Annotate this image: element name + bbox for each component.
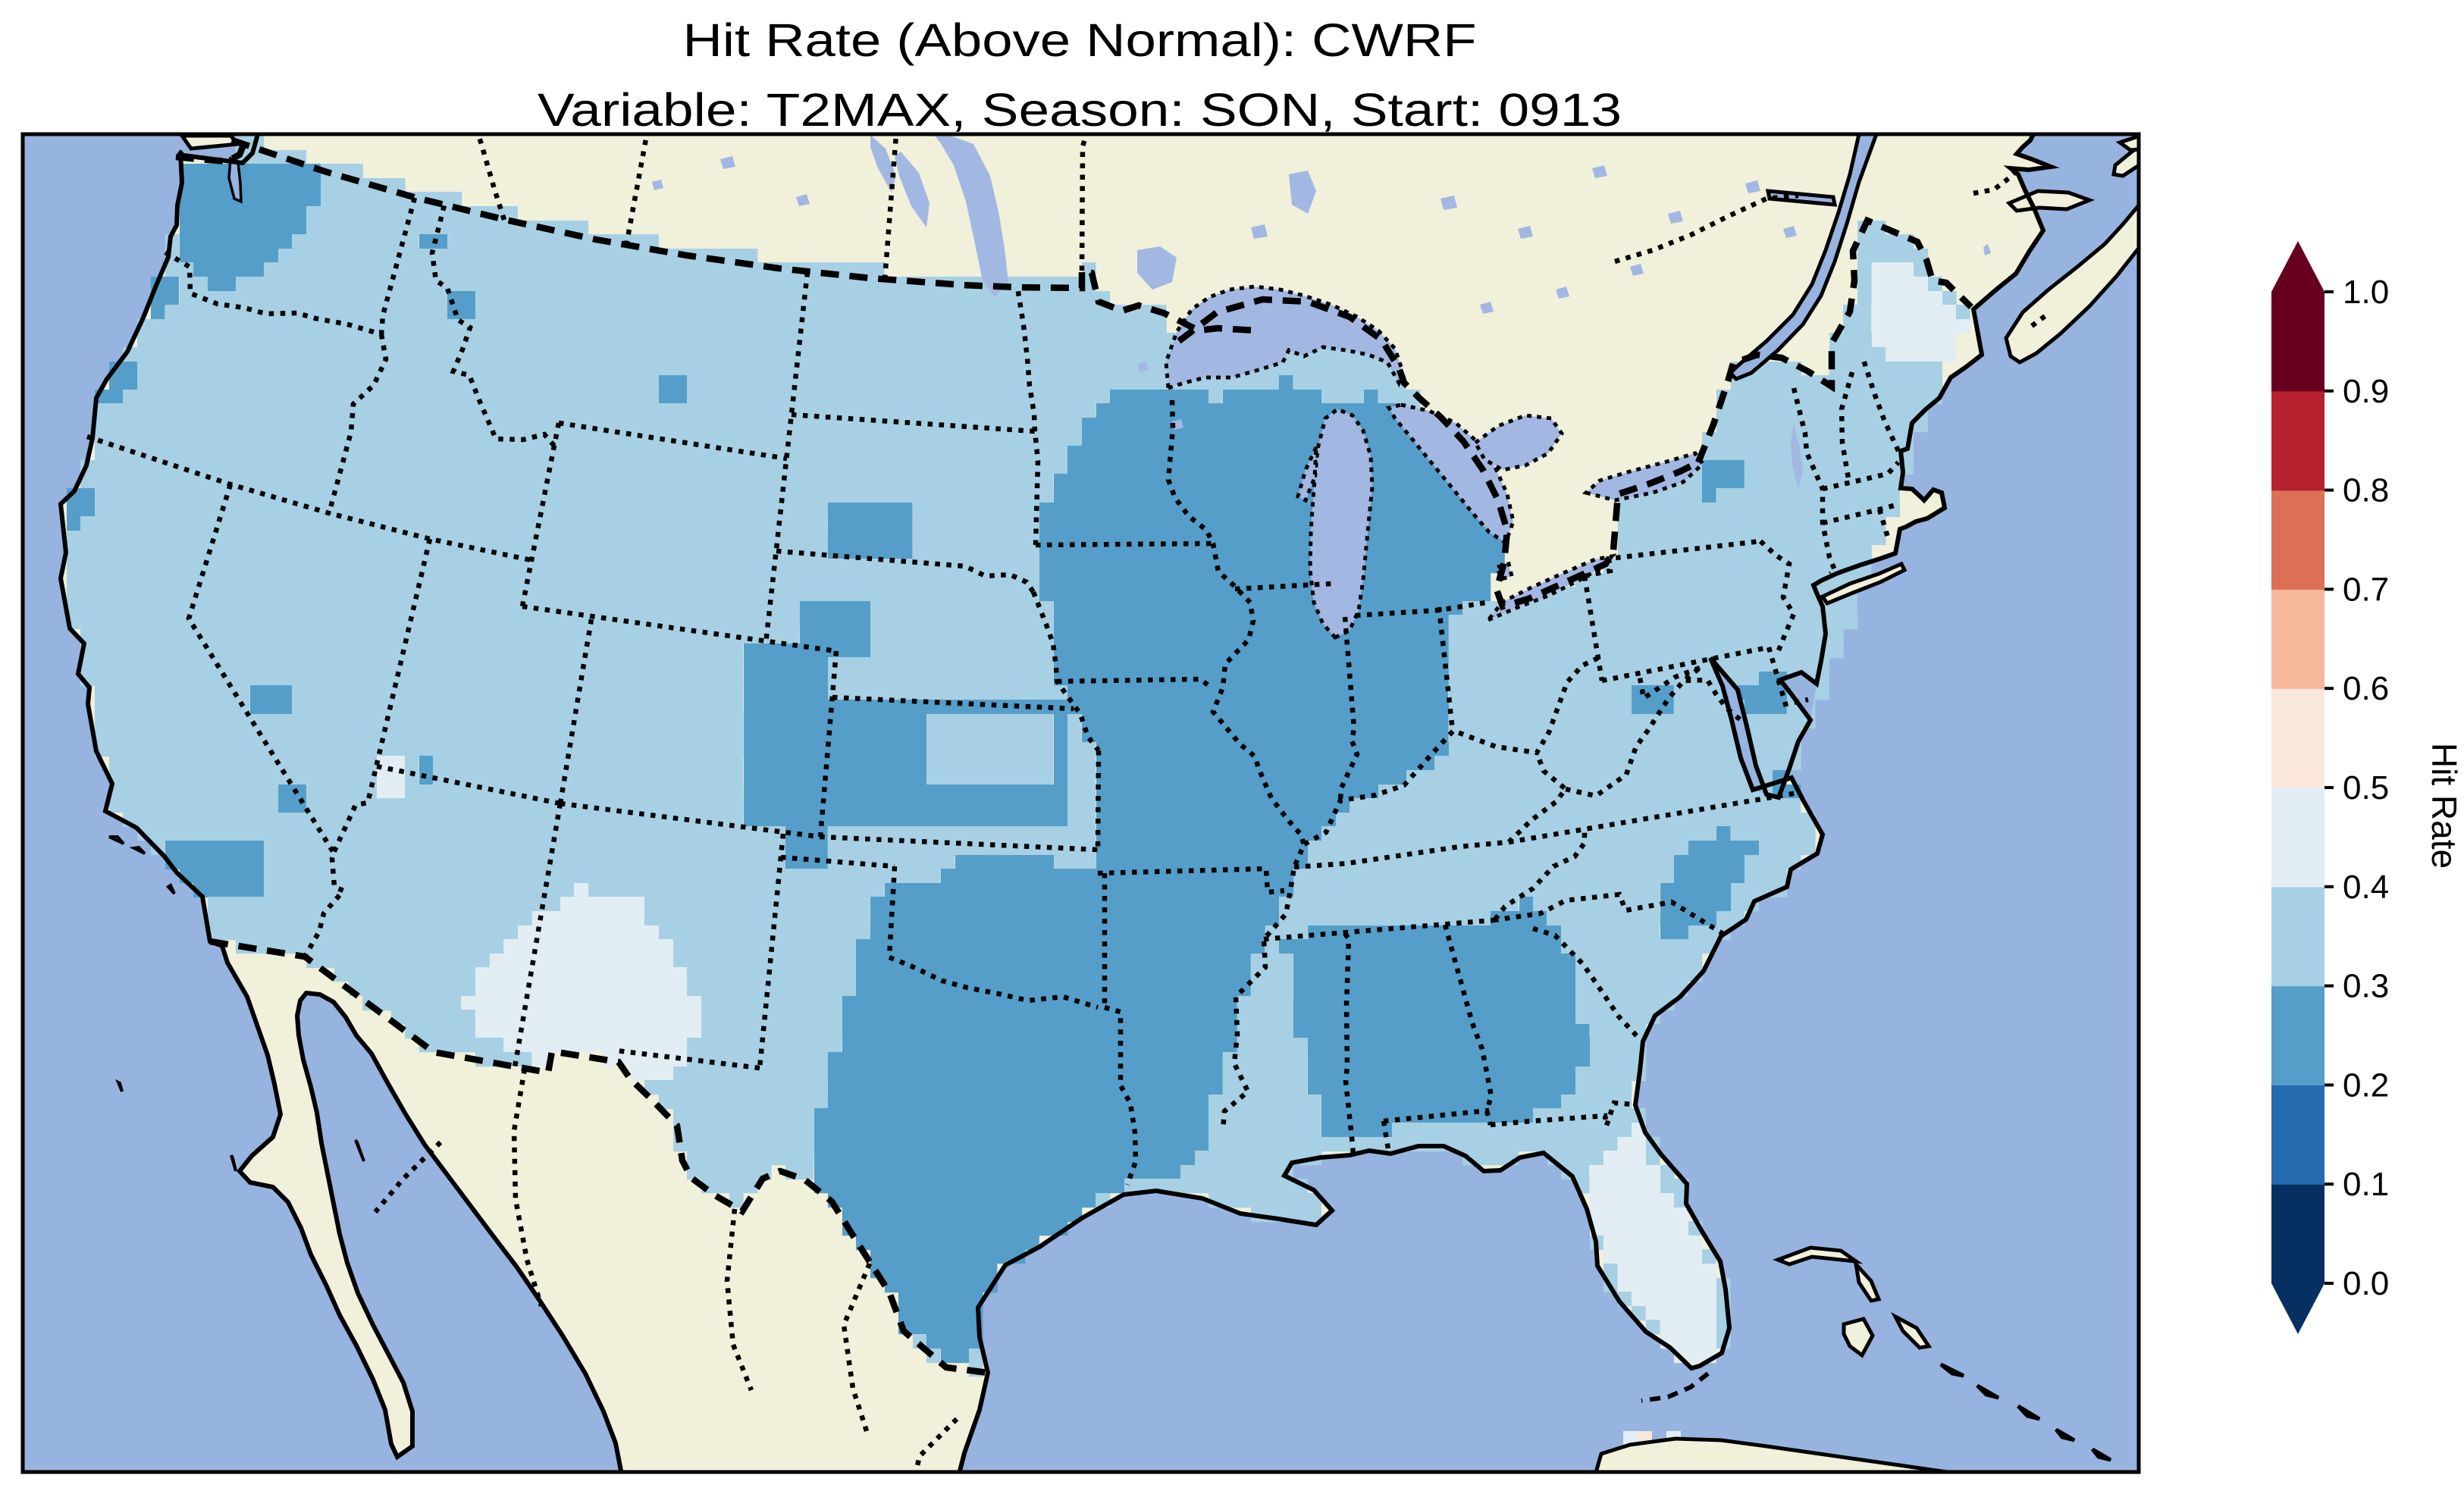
svg-text:0.7: 0.7 xyxy=(2343,571,2389,608)
svg-text:0.6: 0.6 xyxy=(2343,670,2389,707)
svg-text:1.0: 1.0 xyxy=(2343,274,2389,311)
svg-text:0.3: 0.3 xyxy=(2343,968,2389,1005)
svg-text:Hit Rate: Hit Rate xyxy=(2425,743,2464,869)
svg-text:0.9: 0.9 xyxy=(2343,373,2389,410)
svg-text:0.5: 0.5 xyxy=(2343,769,2389,807)
svg-text:Variable: T2MAX, Season: SON,: Variable: T2MAX, Season: SON, Start: 091… xyxy=(538,84,1622,136)
svg-text:0.4: 0.4 xyxy=(2343,869,2389,906)
svg-text:Hit Rate (Above Normal): CWRF: Hit Rate (Above Normal): CWRF xyxy=(683,14,1477,66)
svg-text:0.1: 0.1 xyxy=(2343,1166,2389,1203)
svg-text:0.8: 0.8 xyxy=(2343,472,2389,509)
svg-text:0.2: 0.2 xyxy=(2343,1066,2389,1104)
svg-text:0.0: 0.0 xyxy=(2343,1265,2389,1302)
